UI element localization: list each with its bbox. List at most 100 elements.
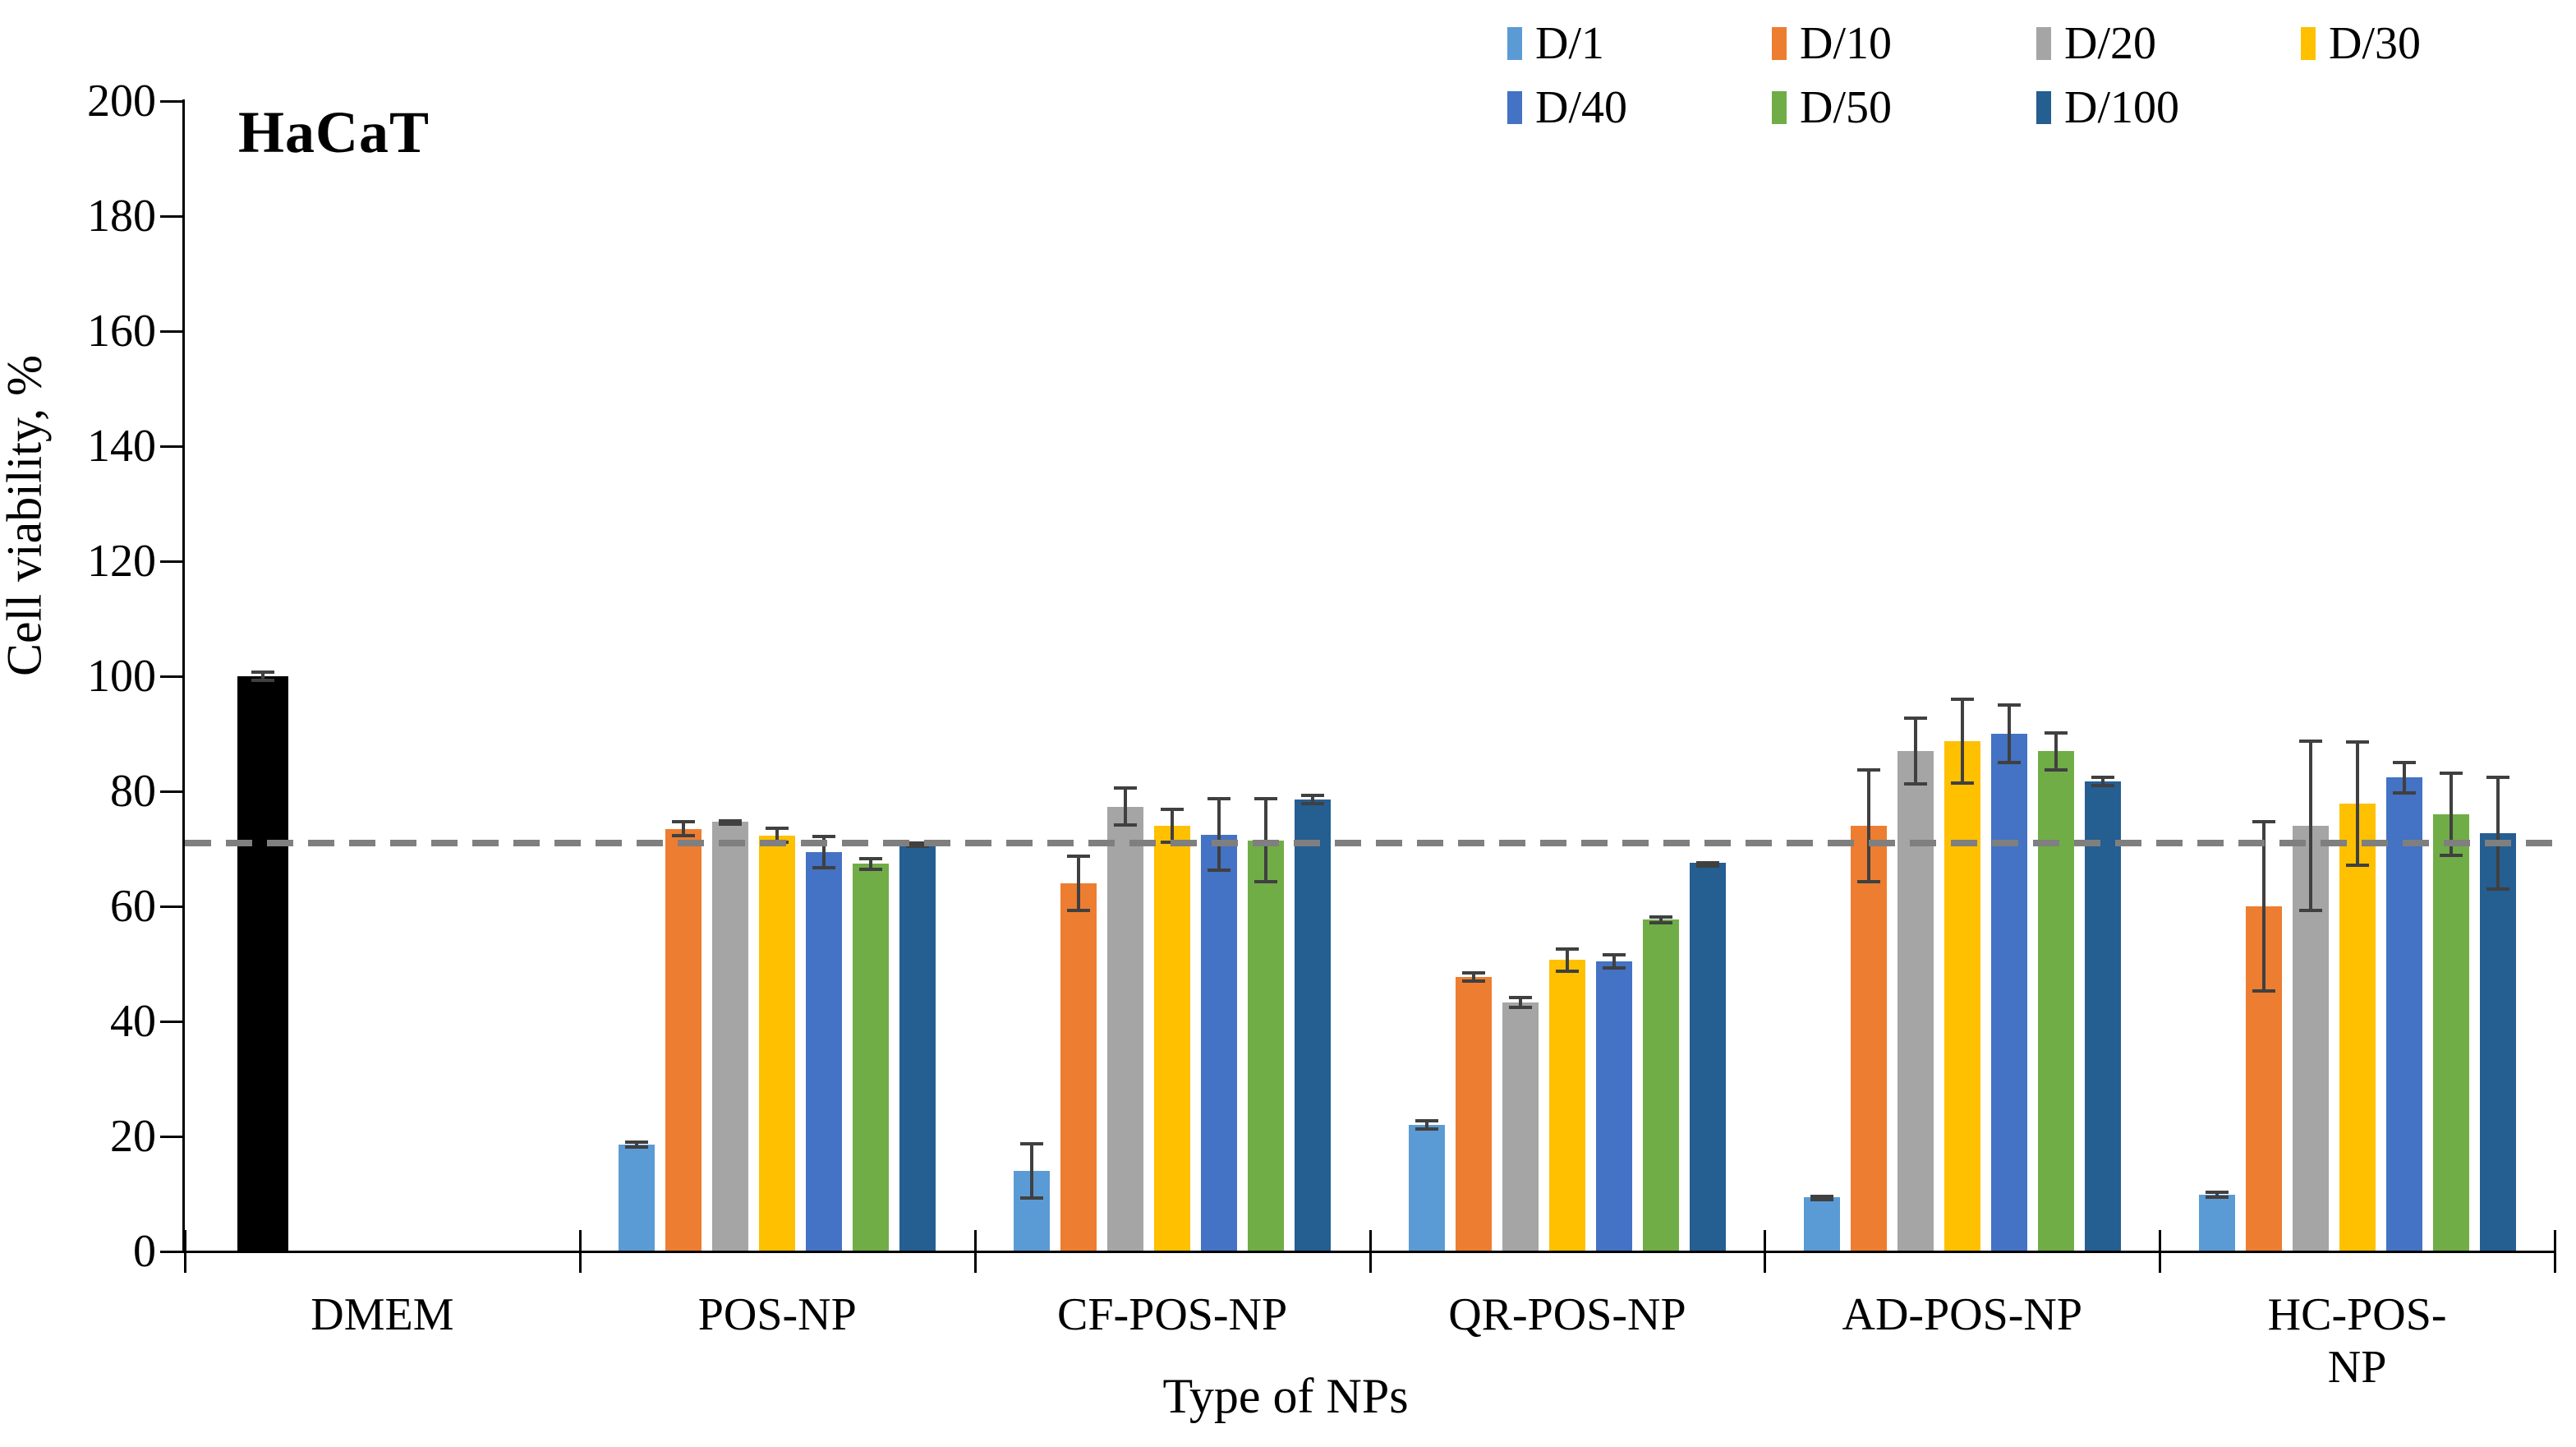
- error-bar: [2205, 1190, 2229, 1199]
- error-bar-cap-top: [812, 835, 836, 839]
- bar: [1897, 717, 1934, 1251]
- bar-group: [1370, 101, 1765, 1251]
- error-bar-cap-top: [625, 1140, 649, 1144]
- y-tick-label: 0: [133, 1226, 156, 1277]
- error-bar-line: [1030, 1145, 1034, 1196]
- error-bar-cap-bottom: [1208, 869, 1231, 872]
- error-bar-line: [682, 823, 686, 834]
- error-bar-cap-top: [251, 671, 275, 674]
- error-bar: [2345, 740, 2369, 867]
- error-bar: [1649, 915, 1672, 924]
- error-bar-cap-top: [2298, 740, 2322, 743]
- error-bar-cap-top: [1649, 915, 1672, 919]
- error-bar-cap-top: [1254, 797, 1278, 800]
- error-bar: [2439, 772, 2463, 857]
- bar-group: [185, 101, 580, 1251]
- error-bar-cap-top: [1161, 807, 1184, 811]
- y-tick-label: 120: [87, 536, 156, 587]
- legend-label: D/100: [2064, 82, 2179, 133]
- error-bar-line: [1311, 796, 1315, 802]
- chart-title: HaCaT: [238, 99, 430, 165]
- y-tick: [160, 1021, 185, 1023]
- error-bar-cap-bottom: [1067, 909, 1091, 912]
- x-boundary-tick: [1368, 1230, 1372, 1273]
- error-bar-cap-top: [1067, 855, 1091, 858]
- y-tick-label: 200: [87, 76, 156, 127]
- x-tick-label: CF-POS-NP: [1057, 1289, 1288, 1340]
- y-tick: [160, 1136, 185, 1138]
- error-bar: [719, 818, 743, 826]
- x-tick-label: HC-POS-NP: [2267, 1289, 2447, 1393]
- error-bar-cap-bottom: [859, 867, 883, 871]
- y-tick: [160, 906, 185, 908]
- bar: [853, 856, 890, 1251]
- bar: [2479, 776, 2516, 1251]
- legend-label: D/40: [1535, 82, 1627, 133]
- error-bar-cap-top: [2439, 772, 2463, 776]
- error-bar-cap-top: [1414, 1119, 1438, 1122]
- bar: [712, 818, 749, 1251]
- error-bar-cap-bottom: [2439, 853, 2463, 857]
- error-bar-cap-bottom: [1555, 969, 1579, 973]
- bar: [1689, 860, 1726, 1251]
- bar: [1248, 797, 1285, 1251]
- error-bar-cap-bottom: [2298, 909, 2322, 912]
- y-tick: [160, 215, 185, 218]
- error-bar: [2392, 760, 2416, 795]
- bar: [1803, 1194, 1840, 1251]
- threshold-dashed-line: [185, 840, 2555, 846]
- error-bar: [812, 835, 836, 870]
- error-bar: [1810, 1194, 1833, 1201]
- y-tick: [160, 675, 185, 678]
- error-bar-cap-bottom: [2345, 863, 2369, 867]
- error-bar-line: [1913, 720, 1917, 782]
- bar: [1295, 793, 1332, 1251]
- y-tick: [160, 1251, 185, 1253]
- error-bar-cap-top: [1508, 996, 1532, 1000]
- bar: [1060, 855, 1097, 1251]
- error-bar-cap-bottom: [625, 1145, 649, 1149]
- x-tick-label: QR-POS-NP: [1448, 1289, 1686, 1340]
- error-bar: [1461, 971, 1485, 984]
- y-tick-label: 100: [87, 651, 156, 702]
- error-bar: [672, 820, 696, 837]
- error-bar: [2298, 740, 2322, 912]
- bar: [899, 841, 936, 1251]
- error-bar: [1414, 1119, 1438, 1131]
- bar: [2385, 760, 2422, 1251]
- error-bar-cap-bottom: [1414, 1127, 1438, 1131]
- error-bar-cap-bottom: [1649, 920, 1672, 924]
- error-bar-cap-top: [1301, 793, 1325, 797]
- error-bar-cap-bottom: [1695, 864, 1719, 868]
- legend-item: D/40: [1507, 76, 1772, 140]
- error-bar-cap-bottom: [1020, 1196, 1044, 1200]
- bar: [619, 1140, 656, 1251]
- bar: [1548, 947, 1585, 1251]
- error-bar-cap-bottom: [672, 834, 696, 837]
- error-bar-line: [2449, 775, 2453, 854]
- y-tick: [160, 445, 185, 448]
- error-bar-line: [2355, 743, 2359, 864]
- error-bar: [1555, 947, 1579, 973]
- error-bar-cap-top: [766, 827, 789, 831]
- error-bar-line: [2496, 779, 2500, 888]
- error-bar-line: [775, 830, 780, 841]
- error-bar-cap-top: [1950, 697, 1974, 701]
- legend-label: D/50: [1800, 82, 1892, 133]
- error-bar: [1695, 860, 1719, 868]
- bar: [665, 820, 702, 1251]
- legend-swatch: [1507, 27, 1522, 60]
- legend-item: D/10: [1772, 12, 2036, 76]
- legend-item: D/30: [2301, 12, 2565, 76]
- bar: [1502, 996, 1539, 1251]
- y-tick-label: 20: [110, 1111, 156, 1162]
- error-bar-cap-top: [1856, 768, 1880, 772]
- bar: [1990, 703, 2027, 1251]
- legend-label: D/10: [1800, 18, 1892, 69]
- error-bar-line: [1424, 1122, 1428, 1127]
- error-bar-cap-bottom: [1856, 880, 1880, 883]
- x-boundary-tick: [578, 1230, 582, 1273]
- x-boundary-tick: [2554, 1230, 2556, 1273]
- error-bar-line: [635, 1143, 639, 1145]
- x-boundary-tick: [184, 1230, 186, 1273]
